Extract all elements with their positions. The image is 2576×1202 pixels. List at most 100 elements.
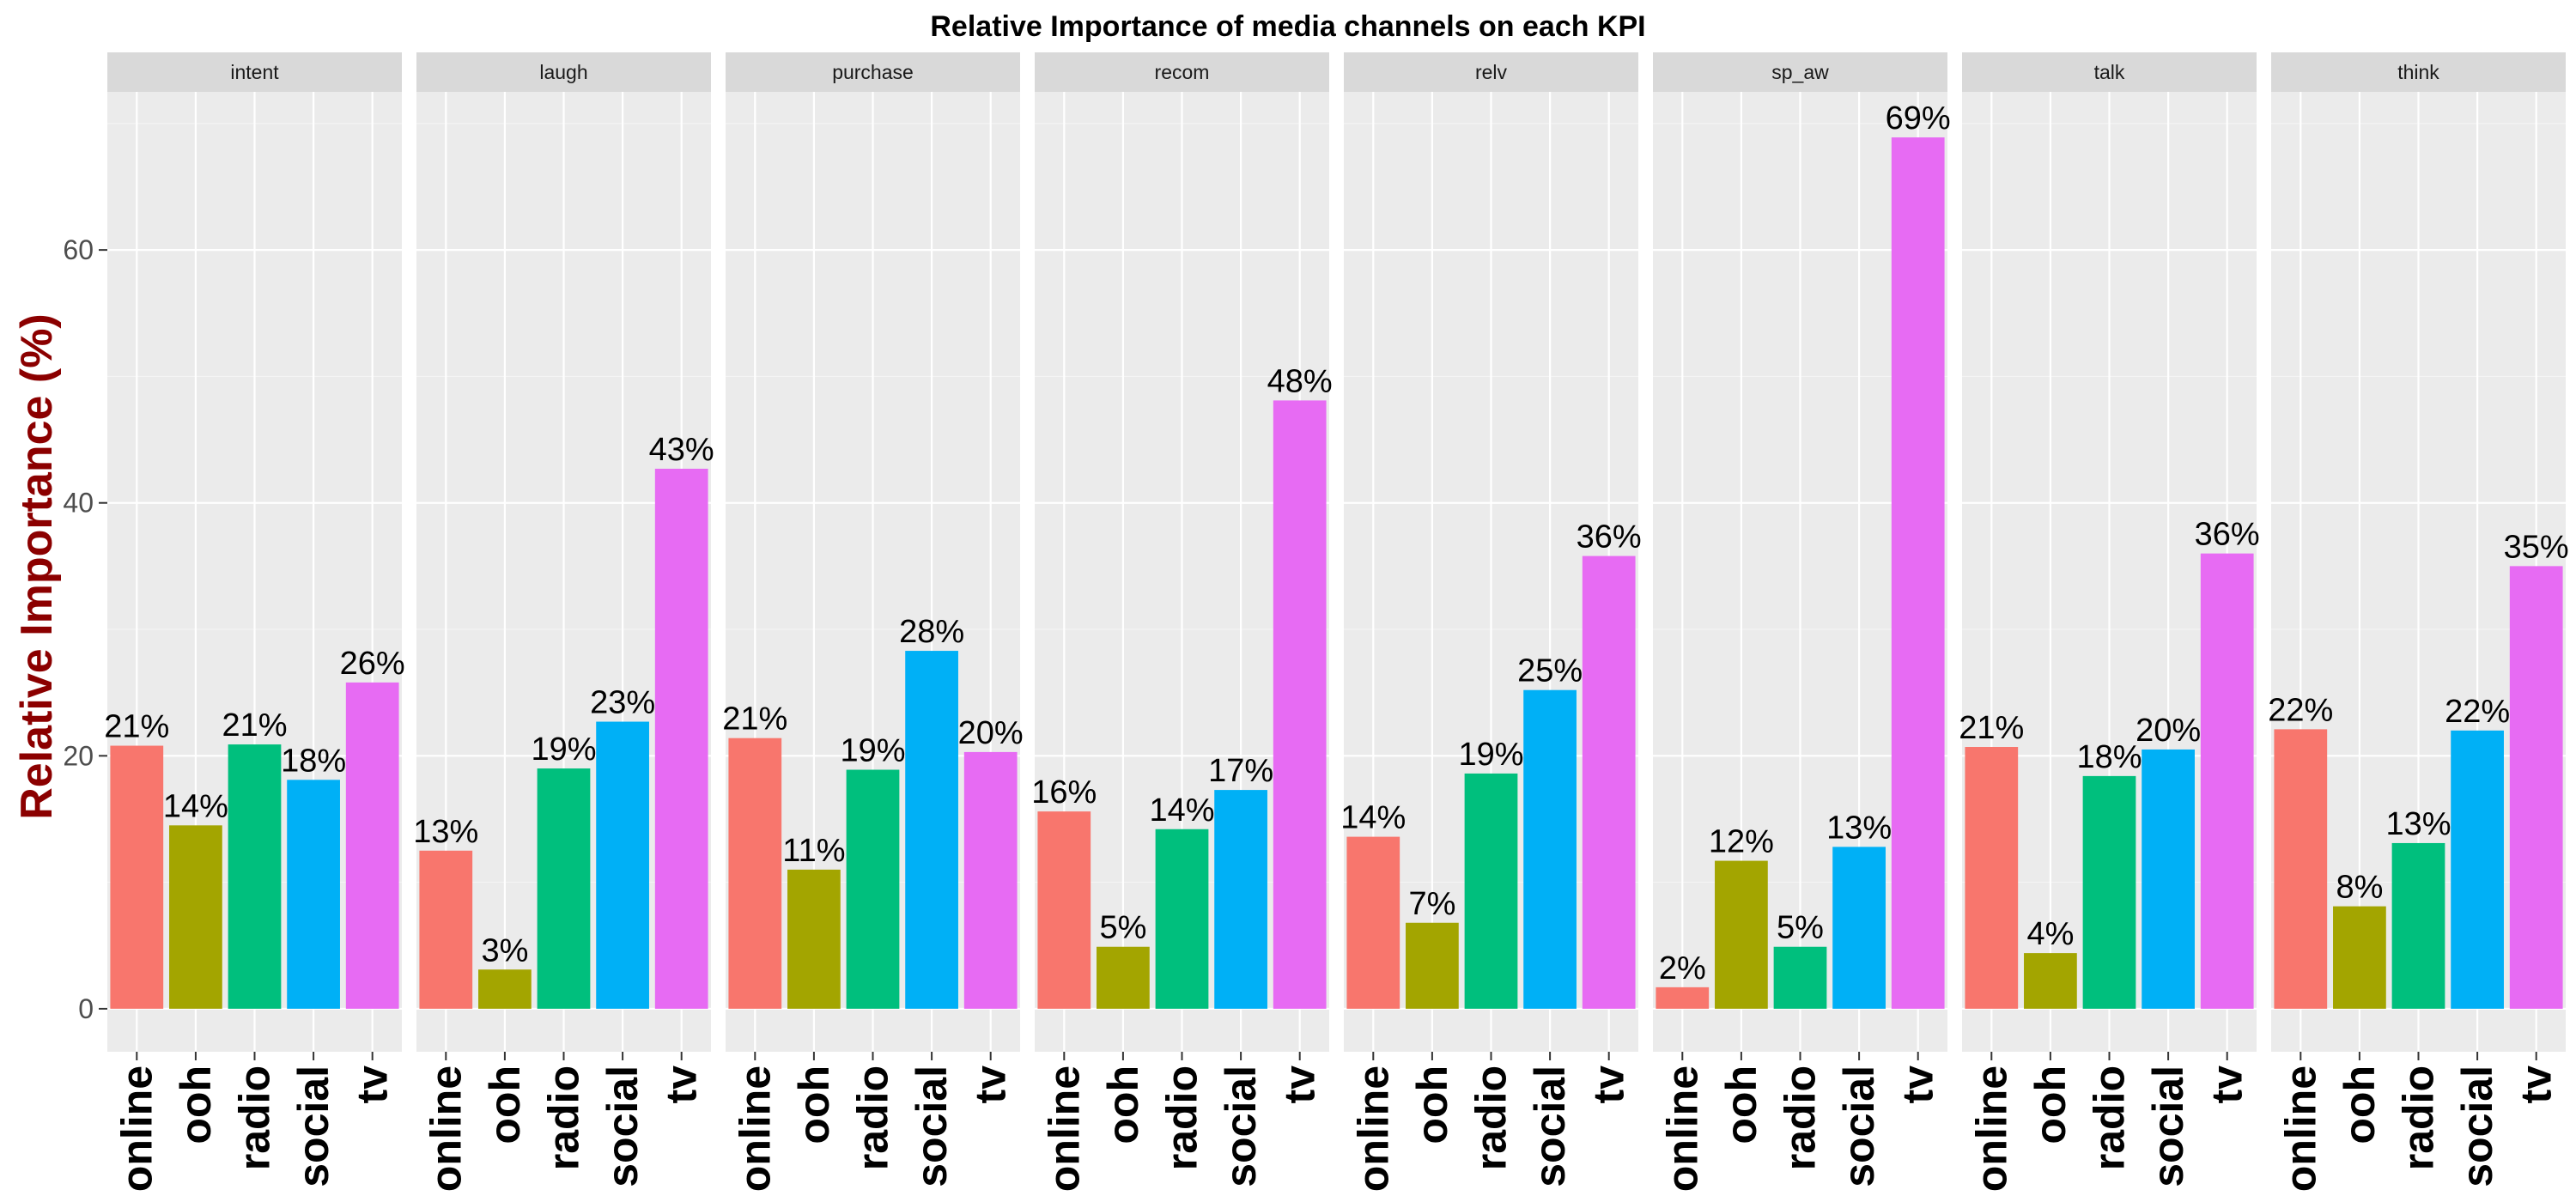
data-label: 36% (1577, 519, 1642, 555)
bar-think-radio (2391, 842, 2445, 1009)
bar-recom-social (1214, 790, 1267, 1009)
panel-strip-label: intent (230, 61, 279, 83)
chart-title: Relative Importance of media channels on… (930, 10, 1645, 43)
panel-purchase: purchase 21% online 11% ooh 19% radio 28% social… (722, 52, 1024, 1192)
bar-relv-radio (1464, 773, 1518, 1009)
x-tick-label: online (2276, 1065, 2324, 1192)
bar-sp_aw-online (1656, 986, 1710, 1009)
x-tick-label: tv (658, 1065, 706, 1104)
x-tick-label: online (1658, 1065, 1706, 1192)
data-label: 13% (1826, 810, 1892, 846)
x-tick-label: radio (1467, 1065, 1516, 1170)
bar-relv-ooh (1406, 922, 1459, 1009)
bar-purchase-social (905, 651, 958, 1009)
bar-relv-social (1523, 689, 1577, 1009)
bar-relv-online (1346, 836, 1400, 1009)
bar-sp_aw-tv (1891, 137, 1945, 1009)
panel-strip-label: laugh (539, 61, 587, 83)
x-tick-label: ooh (481, 1065, 529, 1144)
data-label: 16% (1031, 774, 1097, 810)
panels-layer: 0 20 40 60 intent 21% online 14% ooh 21% radio 18% s… (63, 52, 2569, 1192)
panel-strip (1344, 52, 1638, 92)
bar-laugh-social (596, 721, 649, 1009)
data-label: 18% (281, 743, 346, 779)
x-tick-label: ooh (172, 1065, 220, 1144)
data-label: 48% (1267, 363, 1333, 399)
bar-relv-tv (1582, 555, 1636, 1009)
x-tick-label: online (1967, 1065, 2015, 1192)
x-tick-label: social (1526, 1065, 1574, 1187)
bar-talk-radio (2082, 775, 2136, 1009)
x-tick-label: online (112, 1065, 161, 1192)
panel-strip (1962, 52, 2257, 92)
data-label: 69% (1886, 100, 1951, 137)
x-tick-label: social (2144, 1065, 2192, 1187)
bar-laugh-radio (537, 768, 591, 1009)
x-tick-label: tv (349, 1065, 397, 1104)
data-label: 28% (899, 614, 964, 650)
data-label: 18% (2076, 739, 2142, 775)
bar-think-ooh (2333, 906, 2386, 1009)
bar-intent-tv (345, 682, 399, 1009)
x-tick-label: tv (967, 1065, 1015, 1104)
data-label: 3% (481, 932, 528, 968)
data-label: 19% (531, 732, 596, 768)
bar-intent-ooh (169, 825, 222, 1009)
x-tick-label: online (731, 1065, 779, 1192)
bar-sp_aw-ooh (1715, 860, 1768, 1009)
bar-recom-radio (1155, 829, 1209, 1009)
x-tick-label: ooh (1717, 1065, 1765, 1144)
x-tick-label: radio (540, 1065, 588, 1170)
data-label: 21% (1959, 710, 2024, 746)
panel-think: think 22% online 8% ooh 13% radio 22% social 35% t… (2268, 52, 2569, 1192)
x-tick-label: tv (1276, 1065, 1324, 1104)
data-label: 19% (1458, 737, 1523, 773)
x-tick-label: social (908, 1065, 956, 1187)
x-tick-label: radio (2395, 1065, 2443, 1170)
bar-purchase-online (728, 738, 782, 1009)
bar-think-social (2451, 730, 2504, 1009)
y-axis: 0 20 40 60 (63, 234, 107, 1024)
x-tick-label: social (598, 1065, 647, 1187)
bar-recom-tv (1273, 400, 1327, 1009)
x-tick-label: radio (231, 1065, 279, 1170)
bar-laugh-tv (654, 468, 708, 1009)
panel-strip-label: recom (1155, 61, 1210, 83)
x-tick-label: tv (2203, 1065, 2251, 1104)
panel-talk: talk 21% online 4% ooh 18% radio 20% social 36% tv (1959, 52, 2260, 1192)
panel-strip (1653, 52, 1947, 92)
data-label: 25% (1517, 653, 1583, 689)
panel-strip-label: purchase (832, 61, 914, 83)
panel-strip (416, 52, 711, 92)
data-label: 7% (1408, 886, 1455, 922)
data-label: 19% (840, 733, 905, 769)
bar-talk-social (2142, 749, 2195, 1009)
x-tick-label: radio (849, 1065, 897, 1170)
data-label: 2% (1659, 950, 1706, 986)
bar-intent-radio (228, 744, 282, 1009)
data-label: 4% (2026, 916, 2074, 952)
x-tick-label: social (1217, 1065, 1265, 1187)
y-tick-label: 60 (63, 234, 94, 265)
panel-strip (1035, 52, 1329, 92)
data-label: 20% (958, 715, 1024, 751)
data-label: 17% (1208, 753, 1273, 789)
panel-laugh: laugh 13% online 3% ooh 19% radio 23% social 43% t… (413, 52, 714, 1192)
data-label: 5% (1777, 910, 1824, 946)
data-label: 11% (782, 833, 845, 869)
bar-talk-online (1965, 747, 2019, 1009)
data-label: 22% (2268, 692, 2333, 728)
bar-talk-tv (2200, 553, 2254, 1009)
panel-strip-label: think (2397, 61, 2439, 83)
x-tick-label: ooh (790, 1065, 838, 1144)
x-tick-label: ooh (1408, 1065, 1456, 1144)
data-label: 21% (222, 707, 287, 744)
panel-strip-label: talk (2094, 61, 2125, 83)
x-tick-label: online (1349, 1065, 1397, 1192)
bar-laugh-online (419, 850, 473, 1009)
data-label: 14% (1340, 800, 1406, 836)
bar-talk-ooh (2024, 953, 2077, 1009)
data-label: 5% (1099, 910, 1146, 946)
panel-sp_aw: sp_aw 2% online 12% ooh 5% radio 13% social 69% tv (1653, 52, 1951, 1192)
